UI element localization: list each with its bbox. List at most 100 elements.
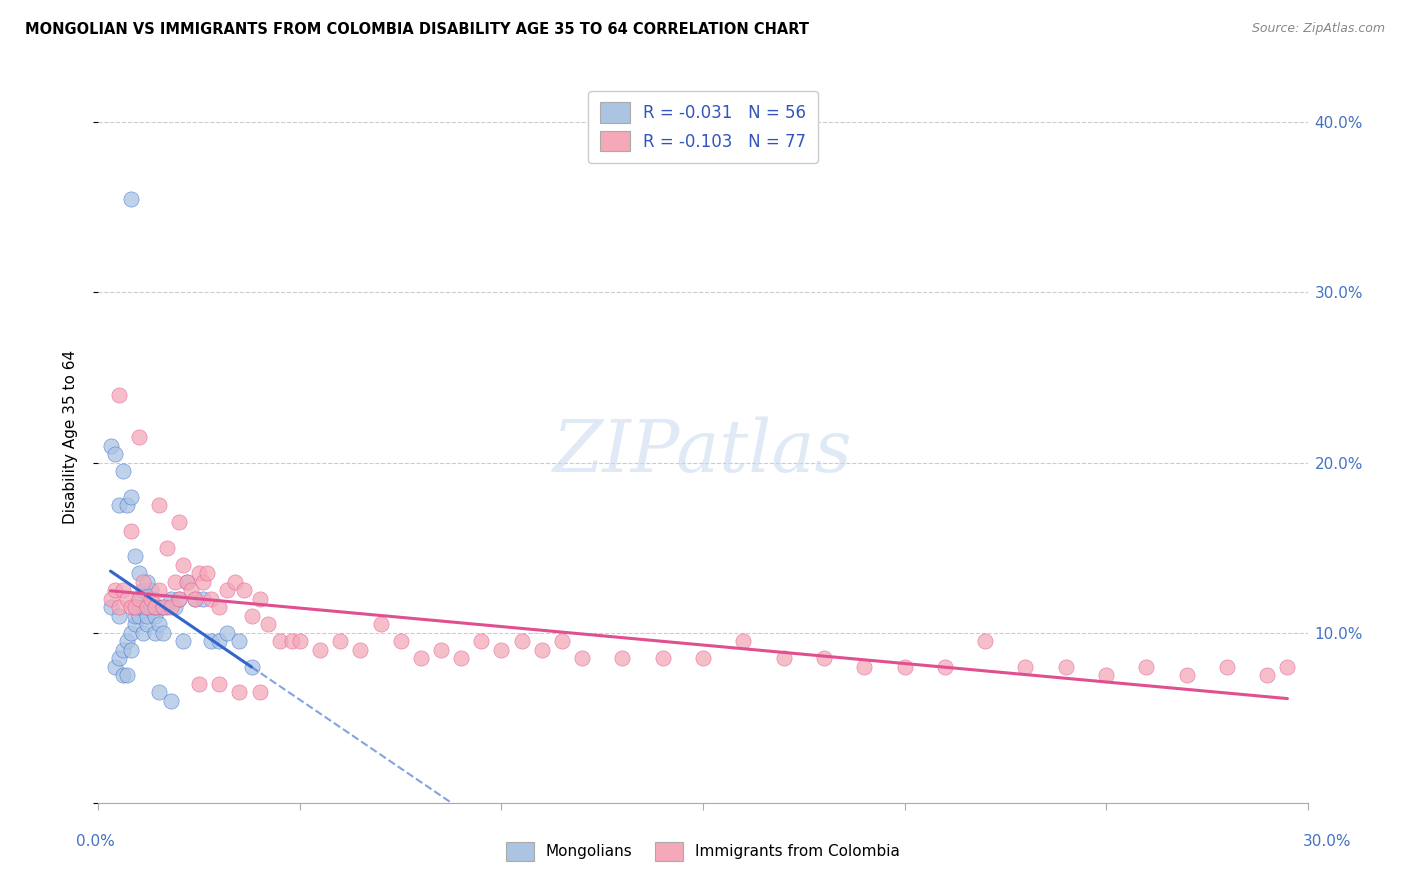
Point — [148, 617, 170, 632]
Point — [1216, 659, 1239, 673]
Point — [132, 625, 155, 640]
Point — [240, 608, 263, 623]
Point — [217, 625, 239, 640]
Point — [103, 447, 125, 461]
Point — [160, 600, 183, 615]
Point — [135, 600, 157, 615]
Point — [128, 608, 150, 623]
Point — [228, 634, 250, 648]
Point — [167, 591, 190, 606]
Point — [240, 659, 263, 673]
Point — [107, 600, 129, 615]
Point — [120, 642, 142, 657]
Point — [132, 574, 155, 589]
Point — [124, 549, 146, 563]
Point — [128, 600, 150, 615]
Point — [370, 617, 392, 632]
Point — [111, 668, 134, 682]
Point — [1014, 659, 1036, 673]
Point — [389, 634, 412, 648]
Point — [349, 642, 371, 657]
Point — [551, 634, 574, 648]
Point — [772, 651, 794, 665]
Point — [148, 583, 170, 598]
Point — [188, 566, 211, 581]
Point — [148, 685, 170, 699]
Point — [139, 583, 162, 598]
Point — [120, 600, 142, 615]
Point — [612, 651, 634, 665]
Point — [124, 608, 146, 623]
Point — [132, 600, 155, 615]
Point — [217, 583, 239, 598]
Point — [172, 634, 194, 648]
Point — [651, 651, 673, 665]
Point — [692, 651, 714, 665]
Point — [120, 625, 142, 640]
Point — [128, 430, 150, 444]
Point — [160, 591, 183, 606]
Point — [491, 642, 513, 657]
Point — [135, 600, 157, 615]
Point — [156, 600, 179, 615]
Point — [152, 600, 174, 615]
Point — [135, 617, 157, 632]
Point — [329, 634, 352, 648]
Point — [450, 651, 472, 665]
Point — [143, 600, 166, 615]
Point — [132, 583, 155, 598]
Point — [107, 608, 129, 623]
Point — [184, 591, 207, 606]
Point — [200, 634, 222, 648]
Point — [111, 464, 134, 478]
Point — [1256, 668, 1278, 682]
Point — [193, 574, 215, 589]
Point — [208, 600, 231, 615]
Point — [143, 625, 166, 640]
Text: ZIPatlas: ZIPatlas — [553, 417, 853, 487]
Point — [1054, 659, 1077, 673]
Point — [107, 387, 129, 401]
Text: 30.0%: 30.0% — [1303, 834, 1351, 848]
Point — [281, 634, 304, 648]
Point — [100, 439, 122, 453]
Point — [934, 659, 956, 673]
Point — [128, 591, 150, 606]
Point — [148, 600, 170, 615]
Point — [571, 651, 593, 665]
Point — [120, 490, 142, 504]
Y-axis label: Disability Age 35 to 64: Disability Age 35 to 64 — [63, 350, 77, 524]
Text: Source: ZipAtlas.com: Source: ZipAtlas.com — [1251, 22, 1385, 36]
Point — [124, 617, 146, 632]
Point — [172, 558, 194, 572]
Point — [249, 591, 271, 606]
Point — [160, 694, 183, 708]
Point — [139, 591, 162, 606]
Point — [115, 668, 138, 682]
Point — [156, 541, 179, 555]
Point — [409, 651, 432, 665]
Point — [1095, 668, 1118, 682]
Point — [208, 634, 231, 648]
Point — [195, 566, 218, 581]
Point — [120, 524, 142, 538]
Point — [163, 600, 186, 615]
Point — [510, 634, 533, 648]
Point — [107, 498, 129, 512]
Point — [115, 634, 138, 648]
Point — [853, 659, 876, 673]
Point — [224, 574, 246, 589]
Point — [249, 685, 271, 699]
Point — [111, 642, 134, 657]
Point — [188, 677, 211, 691]
Point — [120, 192, 142, 206]
Point — [115, 498, 138, 512]
Point — [143, 608, 166, 623]
Point — [111, 583, 134, 598]
Point — [228, 685, 250, 699]
Point — [1135, 659, 1157, 673]
Point — [430, 642, 453, 657]
Point — [470, 634, 492, 648]
Point — [103, 659, 125, 673]
Point — [128, 566, 150, 581]
